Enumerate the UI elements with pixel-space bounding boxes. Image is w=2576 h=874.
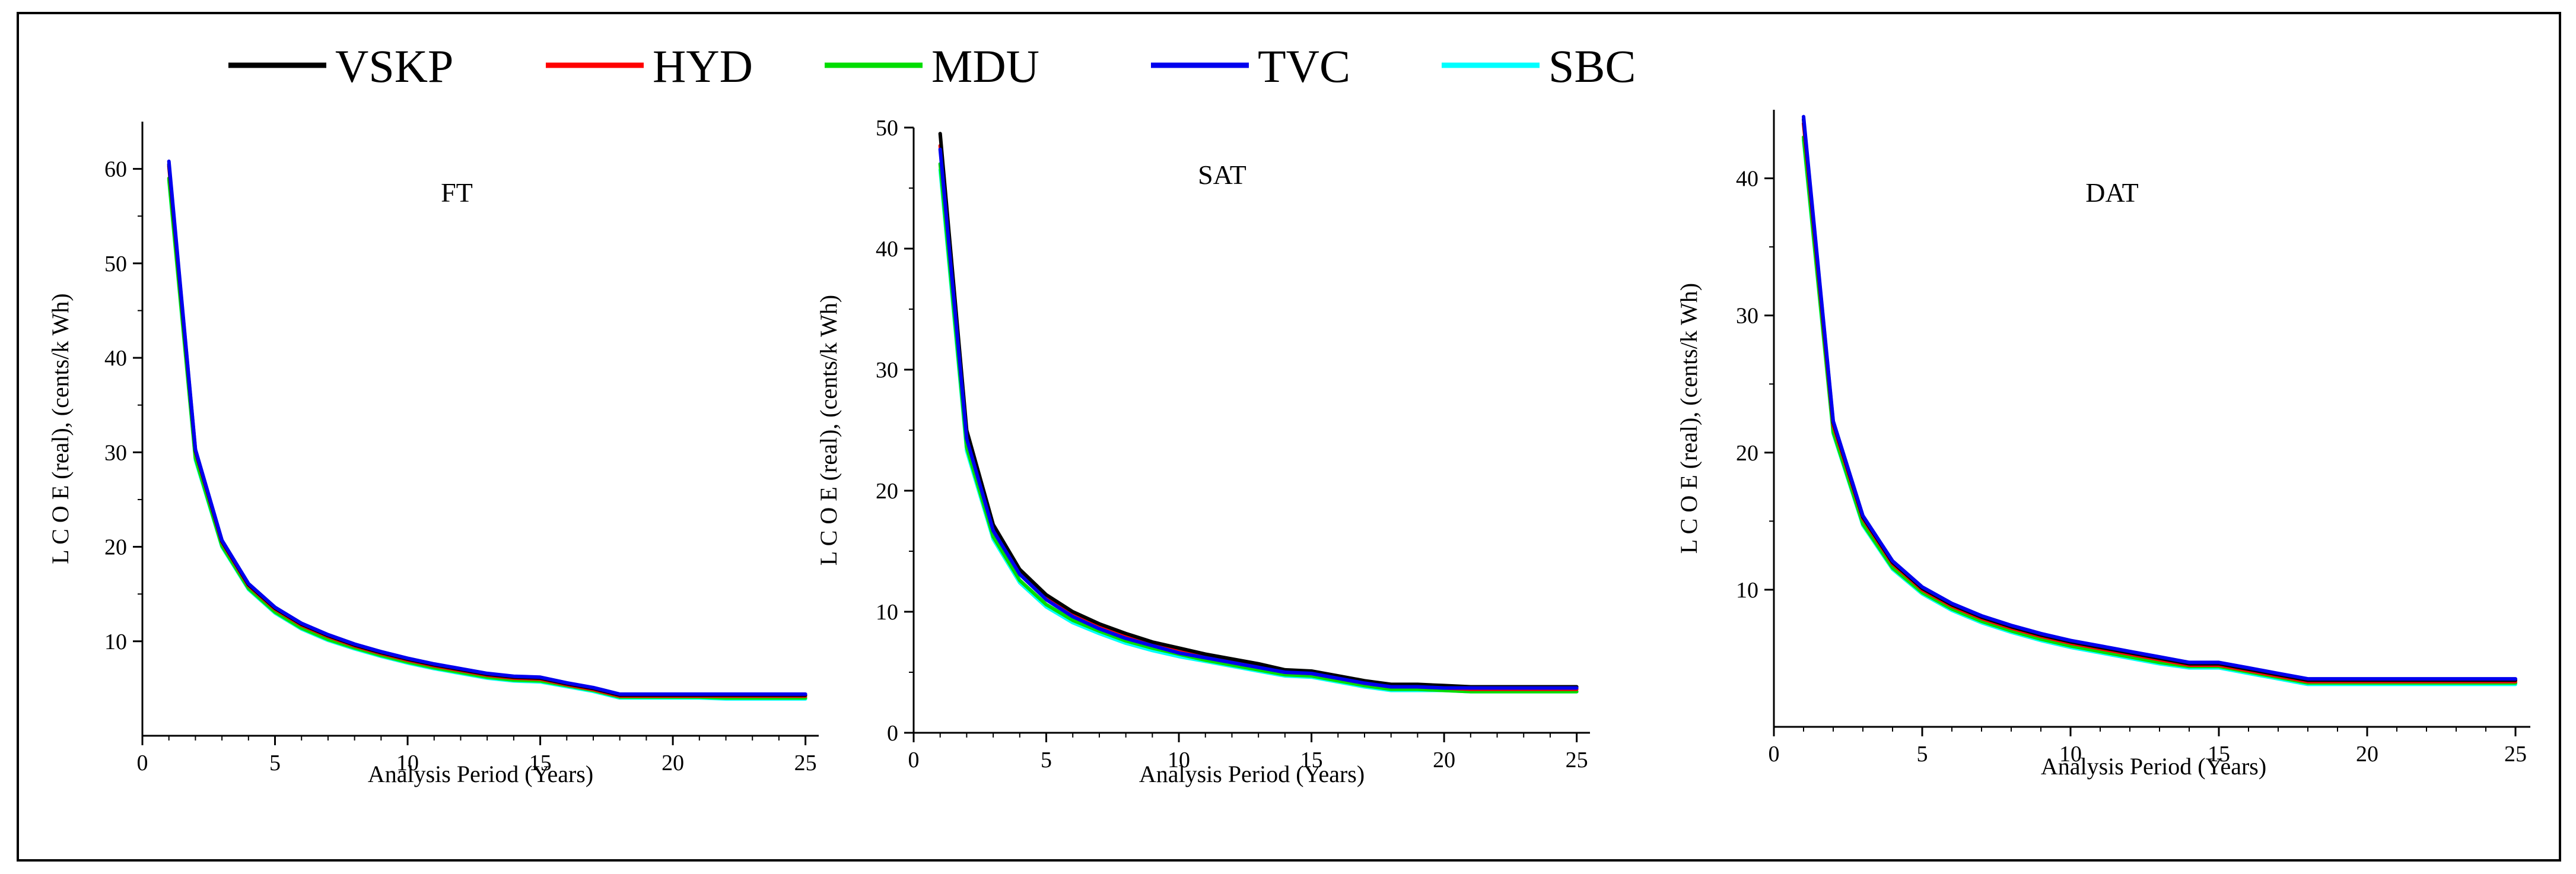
sat-y-tick-label-40: 40 [876,237,898,262]
sat-series-mdu [938,162,1579,694]
legend-label-mdu: MDU [931,40,1039,92]
sat-y-tick-label-0: 0 [887,721,898,746]
ft-x-axis-title: Analysis Period (Years) [368,761,593,787]
legend-item-hyd: HYD [546,40,753,92]
sat-title: SAT [1198,160,1246,190]
ft-y-tick-label-10: 10 [104,630,127,654]
legend: VSKP HYD MDU TVC SBC [228,40,1636,92]
figure-border [17,12,2561,862]
dat-x-tick-label-5: 5 [1917,742,1928,767]
dat-x-tick-label-15: 15 [2208,742,2230,767]
dat-y-tick-label-10: 10 [1736,578,1758,603]
legend-label-vskp: VSKP [335,40,453,92]
dat-x-tick-label-20: 20 [2356,742,2378,767]
ft-y-tick-label-40: 40 [104,346,127,371]
sat-y-tick-label-50: 50 [876,116,898,141]
dat-x-tick-label-0: 0 [1769,742,1780,767]
dat-y-tick-label-20: 20 [1736,441,1758,466]
sat-y-tick-label-30: 30 [876,358,898,383]
panel-sat: 0 5 10 15 20 25 0 10 20 30 40 50 SAT Analysis Period … [815,116,1590,787]
ft-series-tvc [167,159,807,696]
legend-label-sbc: SBC [1548,40,1636,92]
ft-y-tick-label-20: 20 [104,535,127,560]
sat-y-tick-label-10: 10 [876,600,898,625]
dat-x-axis-title: Analysis Period (Years) [2041,753,2266,780]
ft-x-tick-label-20: 20 [662,751,684,776]
sat-x-tick-label-25: 25 [1566,748,1588,773]
dat-y-tick-label-40: 40 [1736,167,1758,192]
panel-dat: 0 5 10 15 20 25 10 20 30 40 DAT Analysis Period (Ye… [1675,110,2530,780]
dat-x-tick-label-10: 10 [2059,742,2082,767]
ft-x-tick-label-0: 0 [137,751,148,776]
sat-series-tvc [938,147,1579,690]
ft-y-axis-title: L C O E (real), (cents/k Wh) [47,293,74,564]
dat-x-tick-label-25: 25 [2504,742,2527,767]
legend-item-mdu: MDU [825,40,1039,92]
ft-x-tick-label-5: 5 [269,751,281,776]
ft-x-tick-label-25: 25 [794,751,817,776]
ft-y-tick-label-60: 60 [104,157,127,182]
dat-y-axis-title: L C O E (real), (cents/k Wh) [1675,283,1702,554]
dat-title: DAT [2085,177,2138,208]
ft-x-tick-label-15: 15 [529,751,552,776]
sat-y-tick-label-20: 20 [876,479,898,504]
sat-x-tick-label-0: 0 [908,748,920,773]
sat-x-tick-label-5: 5 [1041,748,1052,773]
ft-x-tick-label-10: 10 [396,751,419,776]
ft-y-tick-label-50: 50 [104,252,127,276]
legend-label-tvc: TVC [1258,40,1350,92]
legend-item-tvc: TVC [1151,40,1350,92]
sat-x-axis-title: Analysis Period (Years) [1139,761,1365,787]
dat-y-tick-label-30: 30 [1736,304,1758,329]
sat-x-tick-label-20: 20 [1433,748,1455,773]
legend-label-hyd: HYD [653,40,753,92]
sat-y-axis-title: L C O E (real), (cents/k Wh) [815,295,842,566]
sat-x-tick-label-15: 15 [1300,748,1323,773]
legend-item-vskp: VSKP [228,40,453,92]
sat-x-tick-label-10: 10 [1168,748,1190,773]
panel-ft: 0 5 10 15 20 25 10 20 30 40 50 60 FT Analysis Period … [47,122,819,787]
ft-y-tick-label-30: 30 [104,440,127,465]
ft-title: FT [441,177,473,208]
dat-series-tvc [1802,115,2517,681]
legend-item-sbc: SBC [1442,40,1636,92]
